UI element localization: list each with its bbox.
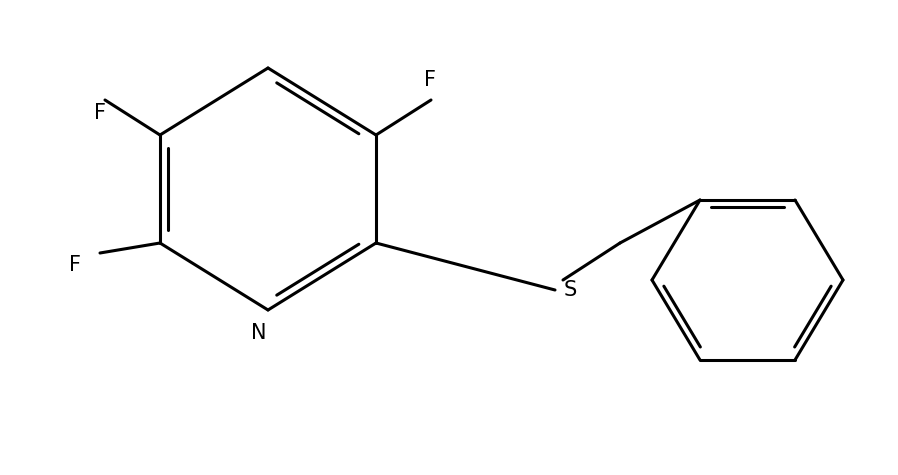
Text: F: F: [424, 70, 436, 90]
Text: F: F: [94, 103, 106, 123]
Text: S: S: [563, 280, 577, 300]
Text: F: F: [69, 255, 81, 275]
Text: N: N: [251, 323, 267, 343]
